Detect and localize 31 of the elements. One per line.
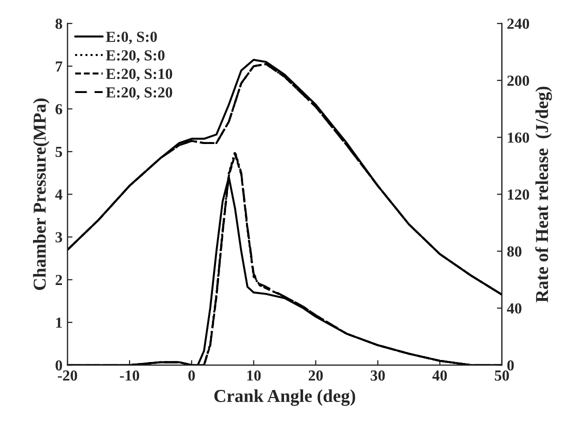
y-tick-label: 6	[56, 104, 62, 114]
y-tick-label: 0	[56, 360, 62, 371]
x-tick-label: -20	[58, 370, 78, 381]
x-tick-label: 50	[494, 370, 509, 381]
x-tick-label: 40	[432, 370, 447, 381]
y2-tick-label: 0	[507, 360, 514, 371]
x-axis-title: Crank Angle (deg)	[214, 389, 356, 406]
legend-label: E:20, S:0	[106, 50, 165, 63]
y2-tick-label: 200	[507, 76, 530, 86]
y-tick-label: 1	[56, 318, 62, 328]
x-tick-label: 10	[247, 370, 261, 381]
x-tick-label: 20	[308, 370, 323, 381]
legend-label: E:20, S:10	[106, 68, 172, 82]
x-tick-label: 30	[370, 370, 385, 381]
y-tick-label: 8	[56, 18, 62, 29]
y-tick-label: 2	[56, 274, 62, 285]
y2-tick-label: 80	[507, 246, 522, 257]
y2-tick-label: 240	[507, 18, 530, 29]
y2-tick-label: 120	[508, 189, 530, 200]
y2-tick-label: 160	[508, 132, 530, 143]
x-tick-label: -10	[120, 370, 140, 381]
y2-axis-title: Rate of Heat release (J/deg)	[535, 86, 552, 302]
legend-label: E:20, S:20	[106, 87, 172, 100]
y-tick-label: 4	[55, 190, 62, 200]
y-tick-label: 3	[56, 232, 62, 242]
y-tick-label: 7	[56, 61, 62, 72]
legend-label: E:0, S:0	[106, 32, 157, 44]
x-tick-label: 0	[188, 370, 195, 381]
y2-tick-label: 40	[506, 303, 522, 314]
y-tick-label: 5	[56, 146, 62, 158]
y-axis-title: Chamber Pressure(MPa)	[33, 98, 50, 290]
